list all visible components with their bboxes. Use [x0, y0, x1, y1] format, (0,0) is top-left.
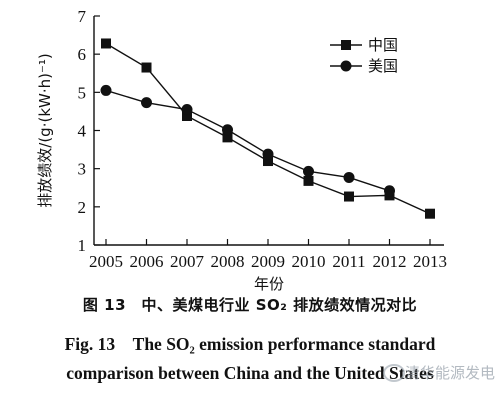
- x-tick-label: 2009: [251, 252, 285, 271]
- y-tick-label: 1: [78, 236, 87, 255]
- line-chart: 1 2 3 4 5 6 7 2005 2006 2007 2008 2009 2010 2011 2012 2…: [36, 7, 447, 293]
- legend-label: 中国: [368, 36, 398, 54]
- data-point-square: [182, 110, 192, 121]
- series-line-2: [105, 89, 390, 192]
- y-tick-label: 5: [78, 83, 87, 102]
- x-tick-label: 2010: [292, 252, 326, 271]
- watermark-text: 清华能源发电: [405, 364, 496, 382]
- x-axis-title: 年份: [254, 275, 284, 293]
- x-tick-label: 2008: [211, 252, 245, 271]
- figure-caption-chinese: 图 13 中、美煤电行业 SO₂ 排放绩效情况对比: [82, 296, 418, 314]
- y-tick-label: 7: [78, 7, 87, 26]
- data-point-square: [141, 62, 152, 73]
- data-point-circle: [303, 165, 314, 177]
- x-tick-label: 2005: [89, 252, 123, 271]
- data-point-square: [101, 38, 111, 49]
- x-tick-label: 2011: [332, 252, 365, 271]
- data-point-circle: [384, 185, 395, 197]
- legend-marker-circle: [340, 60, 352, 72]
- data-point-square: [222, 132, 233, 143]
- watermark-icon: [383, 364, 405, 382]
- data-point-square: [425, 208, 435, 219]
- x-tick-label: 2012: [373, 252, 407, 271]
- y-axis-title: 排放绩效/(g·(kW·h)⁻¹): [36, 53, 54, 207]
- figure-caption-english-line1: Fig. 13 The SO₂ emission performance sta…: [64, 334, 436, 354]
- data-point-circle: [262, 148, 274, 160]
- legend-label: 美国: [368, 57, 398, 75]
- x-tick-label: 2006: [130, 252, 164, 271]
- data-point-circle: [343, 171, 355, 183]
- data-point-square: [303, 175, 314, 186]
- data-point-circle: [141, 97, 152, 109]
- x-tick-label: 2013: [413, 252, 447, 271]
- x-tick-label: 2007: [170, 252, 205, 271]
- data-point-circle: [100, 84, 112, 96]
- data-point-circle: [181, 104, 193, 116]
- y-tick-label: 6: [78, 45, 87, 64]
- y-tick-label: 3: [78, 160, 87, 179]
- y-tick-label: 4: [78, 122, 87, 141]
- y-tick-label: 2: [78, 198, 87, 217]
- legend-marker-square: [341, 40, 351, 50]
- figure-caption-english-line2: comparison between China and the United …: [66, 363, 434, 383]
- data-point-square: [263, 156, 273, 167]
- data-point-square: [344, 191, 354, 202]
- data-point-circle: [222, 124, 233, 136]
